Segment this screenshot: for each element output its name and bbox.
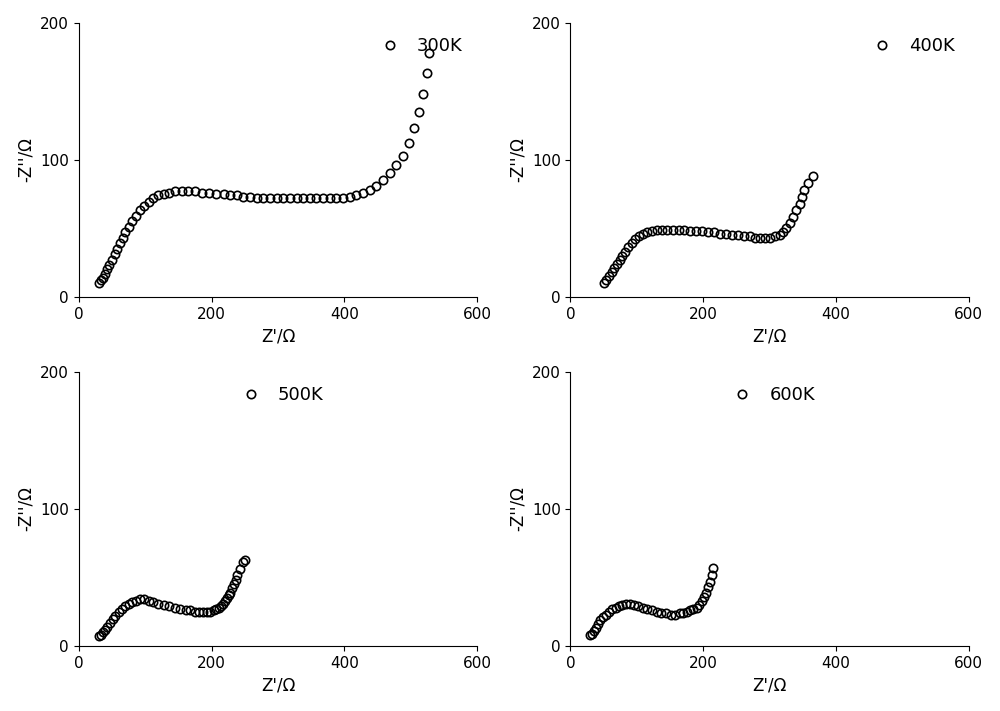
X-axis label: Z'/Ω: Z'/Ω [752, 676, 787, 695]
Legend: 500K: 500K [227, 381, 329, 410]
Y-axis label: -Z''/Ω: -Z''/Ω [508, 486, 526, 531]
Y-axis label: -Z''/Ω: -Z''/Ω [17, 486, 35, 531]
X-axis label: Z'/Ω: Z'/Ω [261, 676, 295, 695]
Legend: 400K: 400K [858, 32, 960, 60]
Y-axis label: -Z''/Ω: -Z''/Ω [508, 137, 526, 182]
X-axis label: Z'/Ω: Z'/Ω [261, 327, 295, 345]
Legend: 300K: 300K [366, 32, 468, 60]
X-axis label: Z'/Ω: Z'/Ω [752, 327, 787, 345]
Legend: 600K: 600K [719, 381, 820, 410]
Y-axis label: -Z''/Ω: -Z''/Ω [17, 137, 35, 182]
